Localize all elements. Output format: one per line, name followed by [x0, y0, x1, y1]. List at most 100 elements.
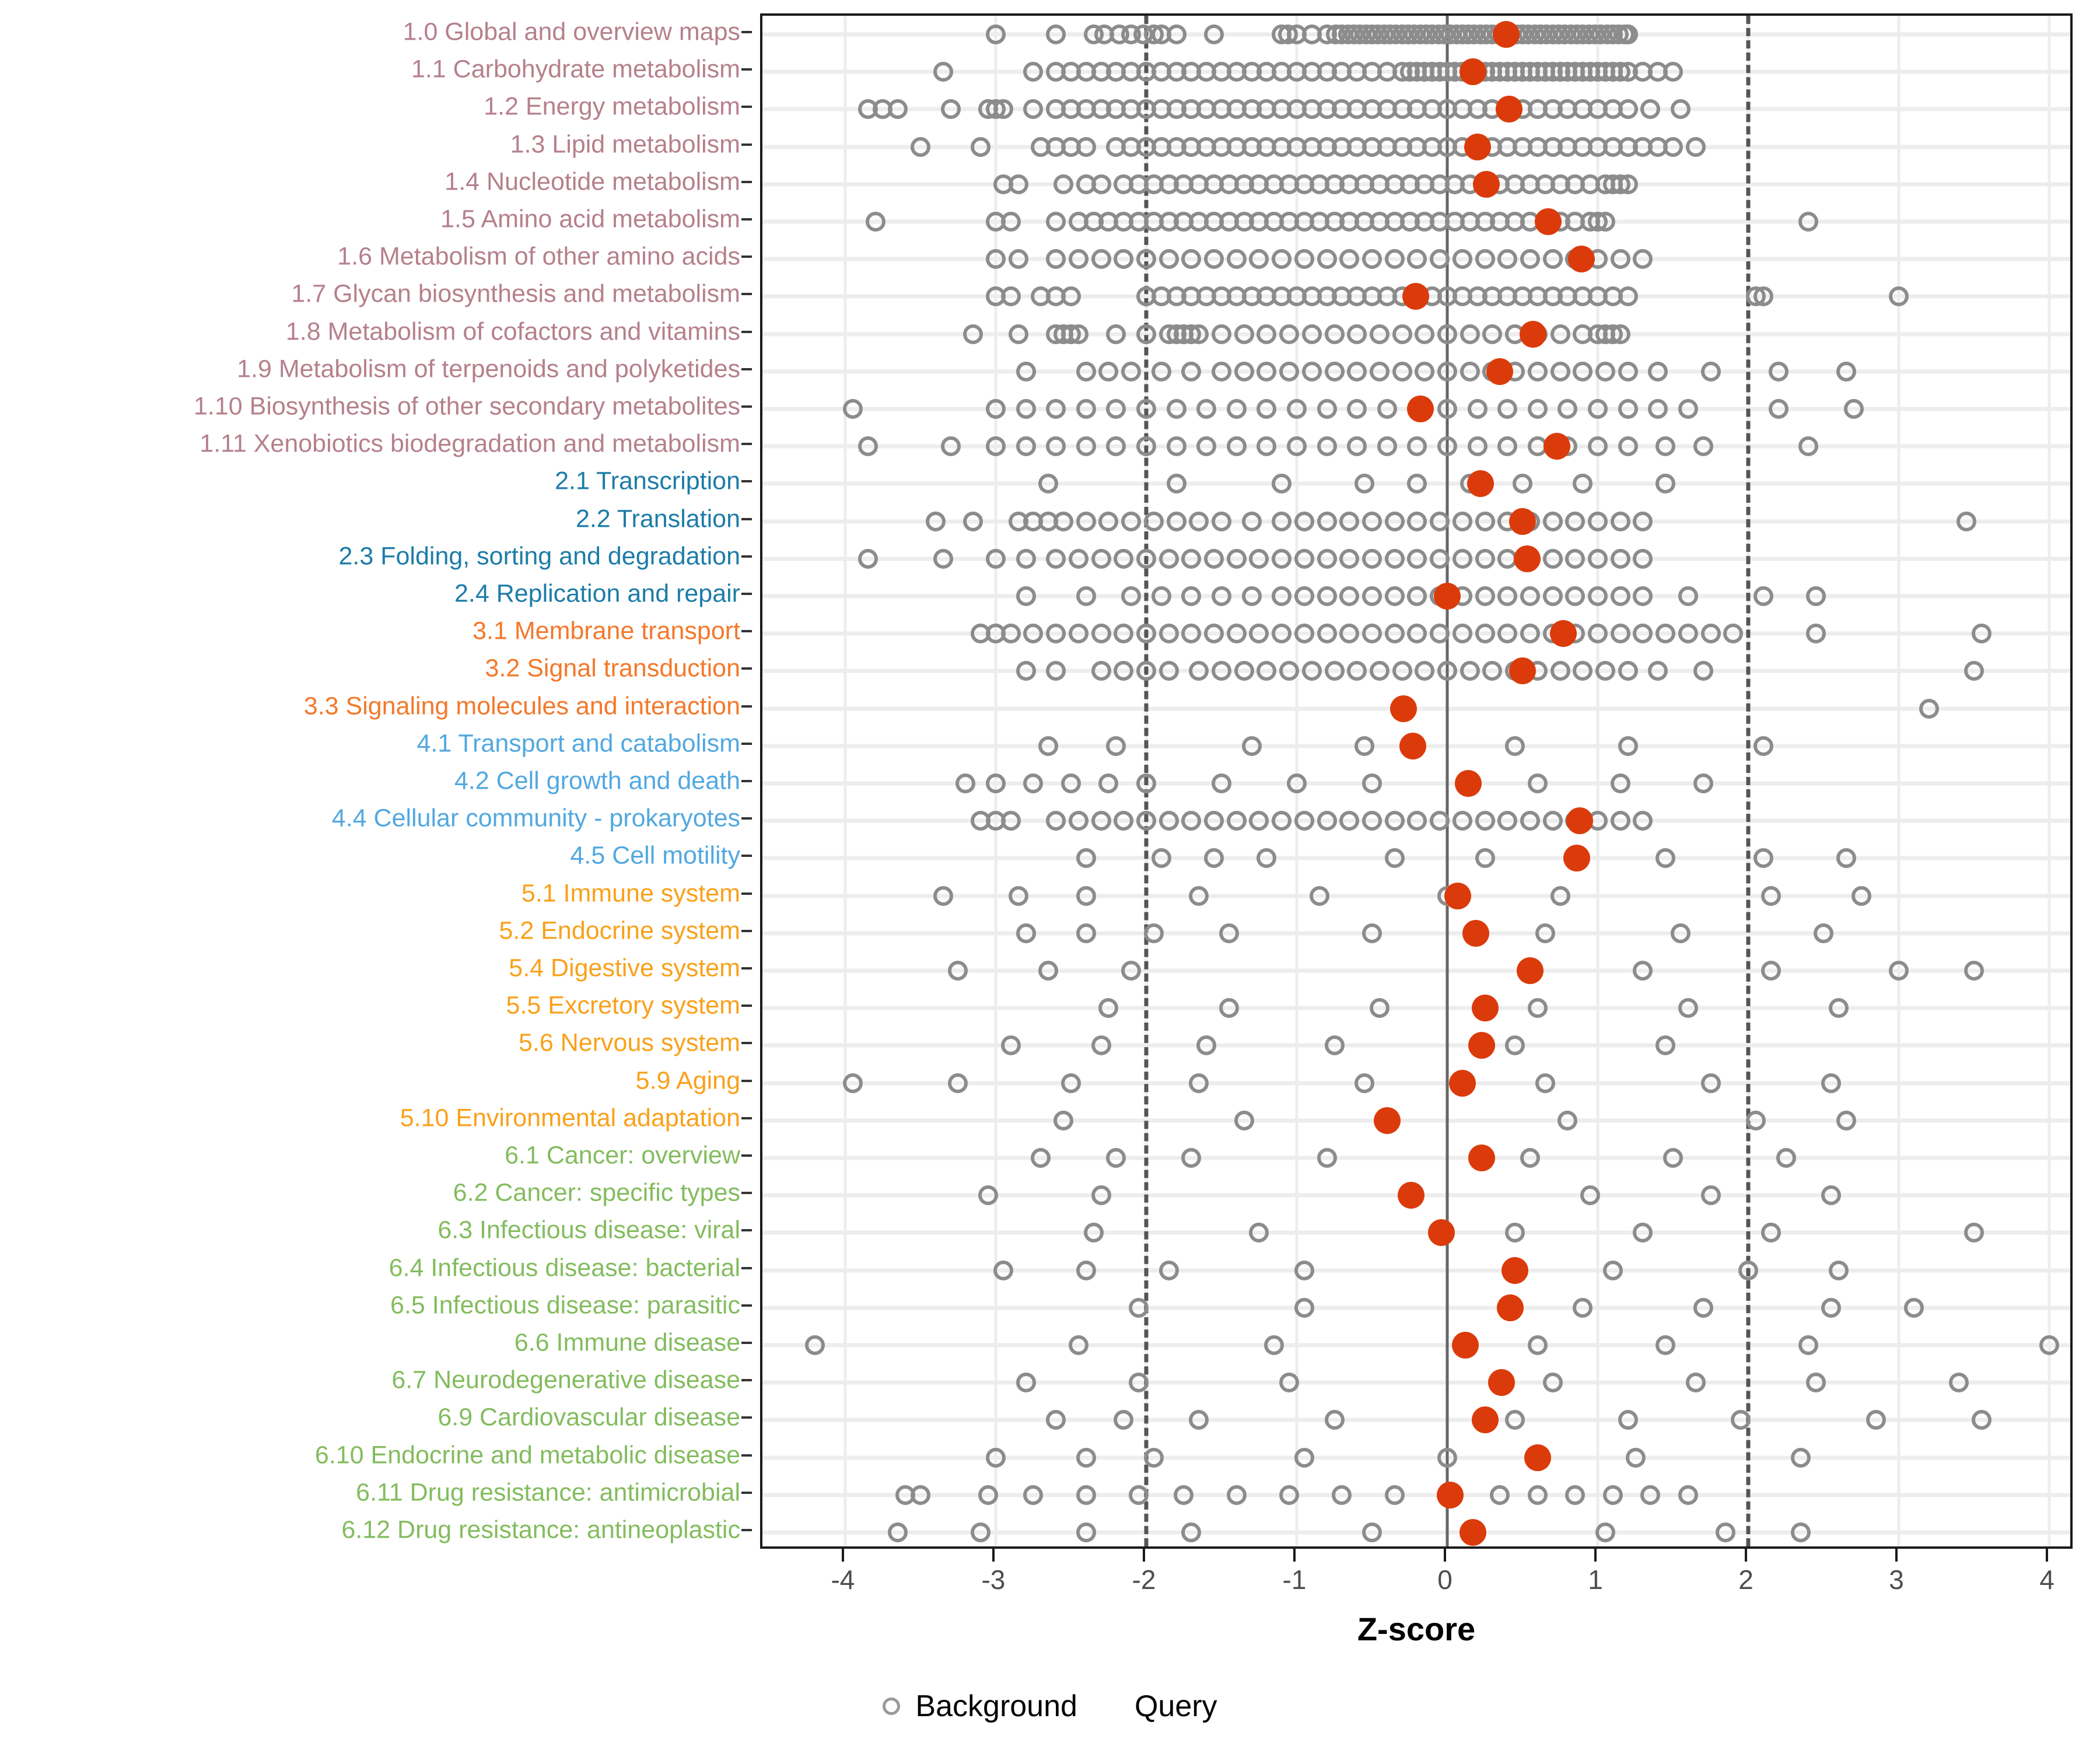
- background-point: [1392, 324, 1412, 344]
- y-axis-label[interactable]: 6.9 Cardiovascular disease: [438, 1403, 740, 1432]
- y-axis-tick: [741, 1079, 752, 1082]
- y-axis-label[interactable]: 6.3 Infectious disease: viral: [438, 1216, 740, 1244]
- x-axis-tick-label: -4: [831, 1564, 855, 1595]
- background-point: [1151, 848, 1171, 869]
- y-axis-label[interactable]: 5.1 Immune system: [521, 879, 740, 908]
- legend-item-query[interactable]: Query: [1097, 1689, 1217, 1724]
- y-axis-label[interactable]: 3.3 Signaling molecules and interaction: [303, 692, 740, 720]
- y-axis-label[interactable]: 4.5 Cell motility: [570, 841, 740, 870]
- background-point: [1189, 324, 1209, 344]
- background-point: [1272, 624, 1292, 644]
- background-point: [1843, 399, 1864, 419]
- background-point: [1437, 399, 1458, 419]
- y-axis-label[interactable]: 1.3 Lipid metabolism: [510, 130, 740, 159]
- y-axis-label[interactable]: 2.2 Translation: [575, 505, 740, 533]
- query-point: [1502, 1256, 1529, 1284]
- background-point: [1000, 286, 1021, 307]
- background-point: [1249, 811, 1269, 831]
- y-axis-label[interactable]: 6.2 Cancer: specific types: [453, 1178, 740, 1207]
- background-point: [1957, 511, 1977, 531]
- y-axis-label[interactable]: 5.10 Environmental adaptation: [400, 1104, 740, 1132]
- background-point: [1490, 1485, 1510, 1505]
- query-point: [1406, 396, 1434, 423]
- background-point: [1565, 511, 1586, 531]
- query-point: [1434, 583, 1461, 610]
- y-axis-tick: [741, 1416, 752, 1419]
- y-axis-label[interactable]: 5.9 Aging: [635, 1066, 740, 1095]
- background-point: [1091, 624, 1111, 644]
- background-point: [1866, 1410, 1887, 1430]
- y-axis-label[interactable]: 5.2 Endocrine system: [499, 916, 740, 945]
- background-point: [1136, 324, 1156, 344]
- y-axis-label[interactable]: 4.2 Cell growth and death: [454, 766, 740, 795]
- background-point: [1685, 1373, 1706, 1393]
- background-point: [1068, 1335, 1088, 1355]
- background-point: [1407, 811, 1427, 831]
- background-point: [1520, 586, 1540, 607]
- query-point: [1513, 545, 1541, 572]
- background-point: [1407, 511, 1427, 531]
- y-axis-label[interactable]: 1.5 Amino acid metabolism: [440, 205, 740, 233]
- y-axis-label[interactable]: 4.4 Cellular community - prokaryotes: [331, 804, 740, 832]
- background-point: [1196, 436, 1217, 457]
- query-point: [1524, 1444, 1551, 1471]
- y-axis-tick: [741, 1229, 752, 1232]
- background-point: [1324, 324, 1345, 344]
- background-point: [1000, 811, 1021, 831]
- background-point: [1452, 249, 1472, 270]
- legend-item-background[interactable]: Background: [883, 1689, 1077, 1724]
- y-axis-label[interactable]: 5.4 Digestive system: [509, 954, 740, 982]
- background-point: [1656, 1035, 1676, 1056]
- y-axis-label[interactable]: 6.10 Endocrine and metabolic disease: [314, 1441, 740, 1469]
- background-point: [1301, 361, 1322, 382]
- background-point: [1046, 24, 1066, 45]
- y-axis-label[interactable]: 6.1 Cancer: overview: [505, 1141, 740, 1170]
- x-axis-title: Z-score: [1357, 1611, 1476, 1647]
- y-axis-label[interactable]: 1.7 Glycan biosynthesis and metabolism: [291, 279, 740, 308]
- y-axis-label[interactable]: 6.4 Infectious disease: bacterial: [388, 1254, 740, 1282]
- y-axis-label[interactable]: 1.1 Carbohydrate metabolism: [411, 55, 740, 83]
- y-axis-label[interactable]: 2.1 Transcription: [555, 467, 740, 495]
- background-point: [1362, 586, 1382, 607]
- background-point: [1023, 1485, 1044, 1505]
- background-point: [1407, 586, 1427, 607]
- background-point: [1054, 174, 1074, 194]
- background-point: [1264, 1335, 1284, 1355]
- y-axis-label[interactable]: 1.11 Xenobiotics biodegradation and meta…: [200, 429, 740, 458]
- y-axis-label[interactable]: 5.5 Excretory system: [506, 991, 740, 1020]
- background-point: [1000, 1035, 1021, 1056]
- background-point: [1369, 998, 1390, 1019]
- y-axis-label[interactable]: 1.2 Energy metabolism: [484, 92, 740, 121]
- y-axis-label[interactable]: 6.7 Neurodegenerative disease: [391, 1366, 740, 1394]
- y-axis-label[interactable]: 1.0 Global and overview maps: [402, 18, 740, 46]
- y-axis-label[interactable]: 1.10 Biosynthesis of other secondary met…: [194, 392, 740, 421]
- background-point: [1016, 923, 1036, 943]
- y-axis-label[interactable]: 3.2 Signal transduction: [485, 654, 740, 682]
- background-point: [1791, 1447, 1811, 1468]
- y-axis-label[interactable]: 1.8 Metabolism of cofactors and vitamins: [285, 317, 740, 346]
- y-axis-label[interactable]: 6.11 Drug resistance: antimicrobial: [356, 1478, 740, 1507]
- background-point: [1181, 548, 1202, 569]
- y-axis-label[interactable]: 2.3 Folding, sorting and degradation: [338, 542, 740, 570]
- y-axis-label[interactable]: 6.12 Drug resistance: antineoplastic: [341, 1516, 740, 1544]
- y-axis-label[interactable]: 1.9 Metabolism of terpenoids and polyket…: [237, 355, 740, 383]
- y-axis-label[interactable]: 1.4 Nucleotide metabolism: [444, 167, 740, 196]
- y-axis-label[interactable]: 5.6 Nervous system: [519, 1028, 740, 1057]
- y-axis-label[interactable]: 3.1 Membrane transport: [473, 617, 740, 645]
- y-axis-label[interactable]: 2.4 Replication and repair: [454, 579, 740, 608]
- background-point: [1497, 436, 1518, 457]
- background-point: [1520, 1147, 1540, 1168]
- background-point: [1091, 661, 1111, 681]
- background-point: [1663, 1147, 1684, 1168]
- query-point: [1549, 620, 1577, 648]
- y-axis-label[interactable]: 6.6 Immune disease: [514, 1328, 740, 1357]
- y-axis-label[interactable]: 6.5 Infectious disease: parasitic: [390, 1291, 740, 1320]
- background-point: [1294, 624, 1314, 644]
- y-axis-tick: [741, 1379, 752, 1382]
- background-point: [1618, 399, 1638, 419]
- y-axis-label[interactable]: 1.6 Metabolism of other amino acids: [337, 242, 740, 271]
- y-axis-label[interactable]: 4.1 Transport and catabolism: [416, 729, 740, 758]
- background-point: [1272, 474, 1292, 494]
- x-axis-tick: [1444, 1549, 1447, 1562]
- background-point: [1204, 548, 1224, 569]
